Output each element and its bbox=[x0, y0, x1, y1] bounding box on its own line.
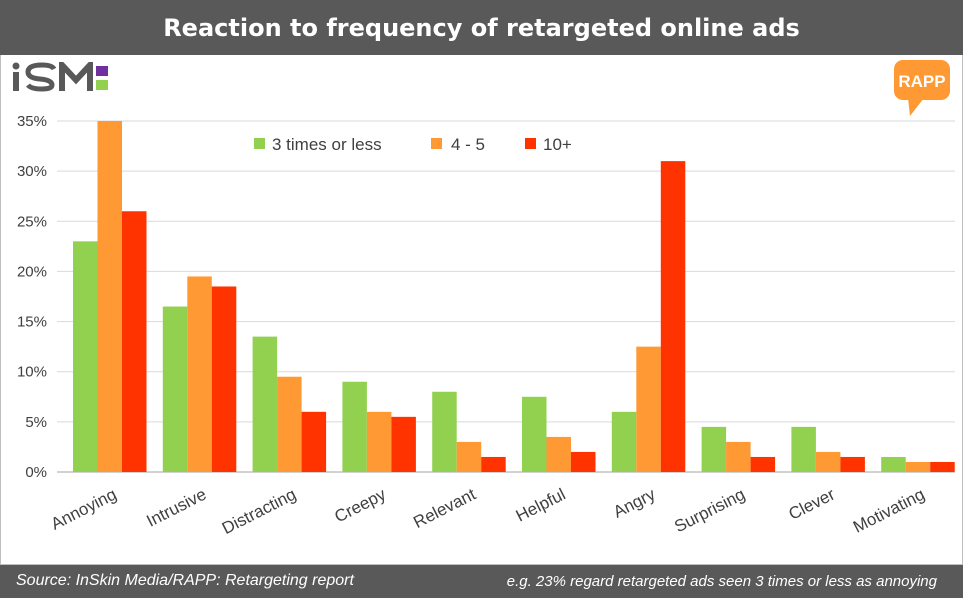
legend-swatch bbox=[431, 138, 442, 149]
bar bbox=[840, 456, 865, 472]
bar bbox=[791, 426, 816, 472]
x-tick-label: Surprising bbox=[671, 485, 748, 537]
bar bbox=[456, 441, 482, 472]
bar bbox=[750, 456, 776, 472]
x-tick-label: Motivating bbox=[850, 485, 928, 537]
legend-label: 4 - 5 bbox=[451, 135, 485, 154]
y-tick-label: 15% bbox=[17, 314, 47, 331]
x-tick-label: Angry bbox=[610, 484, 659, 521]
x-tick-label: Relevant bbox=[410, 485, 479, 533]
bar bbox=[611, 411, 637, 472]
bar bbox=[660, 161, 686, 472]
bar bbox=[122, 211, 147, 472]
footer-bar: Source: InSkin Media/RAPP: Retargeting r… bbox=[0, 565, 963, 598]
bar bbox=[636, 346, 661, 472]
bar bbox=[432, 391, 457, 472]
x-tick-label: Helpful bbox=[513, 485, 569, 526]
bar bbox=[815, 451, 841, 472]
chart-title: Reaction to frequency of retargeted onli… bbox=[0, 0, 963, 55]
x-tick-label: Clever bbox=[786, 484, 839, 523]
x-tick-label: Creepy bbox=[332, 484, 390, 526]
footer-source: Source: InSkin Media/RAPP: Retargeting r… bbox=[16, 572, 354, 589]
y-tick-label: 5% bbox=[25, 414, 47, 431]
bar bbox=[252, 336, 278, 472]
bar bbox=[481, 456, 506, 472]
x-tick-label: Intrusive bbox=[143, 485, 209, 531]
y-tick-label: 30% bbox=[17, 163, 47, 180]
bar bbox=[342, 381, 367, 472]
legend-label: 10+ bbox=[543, 135, 572, 154]
bar bbox=[366, 411, 392, 472]
bar bbox=[97, 121, 122, 472]
y-tick-label: 10% bbox=[17, 364, 47, 381]
x-tick-label: Distracting bbox=[219, 485, 299, 538]
svg-text:RAPP: RAPP bbox=[898, 72, 945, 91]
bar bbox=[571, 451, 596, 472]
bar bbox=[726, 441, 751, 472]
bar bbox=[211, 286, 237, 472]
bar bbox=[881, 456, 906, 472]
legend-swatch bbox=[254, 138, 265, 149]
bars bbox=[73, 121, 955, 472]
bar bbox=[162, 306, 188, 472]
legend-swatch bbox=[525, 138, 536, 149]
bar bbox=[73, 241, 98, 472]
bar bbox=[187, 276, 212, 472]
bar bbox=[905, 461, 931, 472]
y-tick-label: 20% bbox=[17, 263, 47, 280]
y-tick-label: 0% bbox=[25, 464, 47, 481]
y-axis-ticks: 0% 5% 10% 15% 20% 25% 30% 35% bbox=[17, 113, 47, 481]
bar bbox=[546, 436, 571, 472]
bar bbox=[391, 416, 416, 472]
x-axis-categories: Annoying Intrusive Distracting Creepy Releva… bbox=[48, 484, 928, 538]
legend: 3 times or less 4 - 5 10+ bbox=[254, 135, 572, 154]
bar bbox=[930, 461, 955, 472]
bar bbox=[301, 411, 327, 472]
bar bbox=[522, 396, 547, 472]
legend-label: 3 times or less bbox=[272, 135, 382, 154]
y-tick-label: 25% bbox=[17, 213, 47, 230]
rapp-logo: RAPP bbox=[894, 60, 950, 116]
x-tick-label: Annoying bbox=[48, 485, 120, 534]
footer-note: e.g. 23% regard retargeted ads seen 3 ti… bbox=[506, 573, 937, 590]
bar bbox=[701, 426, 727, 472]
y-tick-label: 35% bbox=[17, 113, 47, 130]
bar bbox=[277, 376, 302, 472]
ism-logo bbox=[12, 62, 108, 92]
